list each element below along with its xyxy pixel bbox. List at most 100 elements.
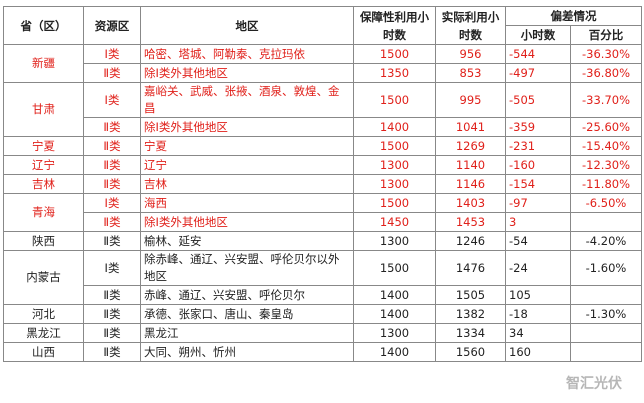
header-cell: 省（区）: [3, 6, 84, 45]
province-cell: 吉林: [3, 174, 84, 194]
province-cell: 河北: [3, 304, 84, 324]
actual-cell: 1146: [435, 174, 506, 194]
table-row: 甘肃 Ⅰ类 嘉峪关、武威、张掖、酒泉、敦煌、金昌 1500 995 -505 -33.70%: [3, 82, 642, 137]
percent-cell: -4.20%: [570, 231, 642, 251]
table-row: 青海 Ⅰ类 海西 1500 1403 -97 -6.50%: [3, 193, 642, 232]
percent-cell: -25.60%: [570, 117, 642, 137]
actual-cell: 1041: [435, 117, 506, 137]
percent-cell: [570, 323, 642, 343]
guaranteed-cell: 1400: [353, 342, 436, 362]
province-cell: 陕西: [3, 231, 84, 251]
header-cell: 偏差情况: [505, 6, 642, 26]
percent-cell: -33.70%: [570, 82, 642, 118]
region-cell: 大同、朔州、忻州: [140, 342, 354, 362]
watermark: 智汇光伏: [566, 376, 622, 392]
actual-cell: 853: [435, 63, 506, 83]
data-table: 省（区） 资源区 地区 保障性利用小时数 实际利用小时数 偏差情况 小时数 百分…: [3, 6, 642, 362]
actual-cell: 1560: [435, 342, 506, 362]
region-cell: 承德、张家口、唐山、秦皇岛: [140, 304, 354, 324]
zone-cell: Ⅰ类: [83, 44, 141, 64]
percent-cell: -12.30%: [570, 155, 642, 175]
region-cell: 除Ⅰ类外其他地区: [140, 63, 354, 83]
actual-cell: 1382: [435, 304, 506, 324]
guaranteed-cell: 1500: [353, 82, 436, 118]
hours-cell: -505: [505, 82, 571, 118]
zone-cell: Ⅱ类: [83, 117, 141, 137]
zone-cell: Ⅰ类: [83, 193, 141, 213]
percent-cell: -1.60%: [570, 250, 642, 286]
zone-cell: Ⅰ类: [83, 250, 141, 286]
province-cell: 宁夏: [3, 136, 84, 156]
guaranteed-cell: 1300: [353, 231, 436, 251]
region-cell: 哈密、塔城、阿勒泰、克拉玛依: [140, 44, 354, 64]
region-cell: 除Ⅰ类外其他地区: [140, 212, 354, 232]
guaranteed-cell: 1400: [353, 285, 436, 305]
actual-cell: 1403: [435, 193, 506, 213]
header-cell: 资源区: [83, 6, 141, 45]
region-cell: 吉林: [140, 174, 354, 194]
hours-cell: -18: [505, 304, 571, 324]
province-cell: 辽宁: [3, 155, 84, 175]
header-cell: 实际利用小时数: [435, 6, 506, 45]
table-row: Ⅱ类 除Ⅰ类外其他地区 1400 1041 -359 -25.60%: [4, 117, 642, 137]
hours-cell: 3: [505, 212, 571, 232]
percent-cell: -15.40%: [570, 136, 642, 156]
actual-cell: 1334: [435, 323, 506, 343]
hours-cell: -231: [505, 136, 571, 156]
region-cell: 榆林、延安: [140, 231, 354, 251]
actual-cell: 1140: [435, 155, 506, 175]
header-cell: 小时数: [505, 25, 571, 45]
hours-cell: -54: [505, 231, 571, 251]
region-cell: 宁夏: [140, 136, 354, 156]
guaranteed-cell: 1300: [353, 174, 436, 194]
actual-cell: 1453: [435, 212, 506, 232]
zone-cell: Ⅱ类: [83, 285, 141, 305]
province-cell: 甘肃: [3, 82, 84, 137]
percent-cell: [570, 285, 642, 305]
guaranteed-cell: 1500: [353, 193, 436, 213]
guaranteed-cell: 1500: [353, 136, 436, 156]
actual-cell: 956: [435, 44, 506, 64]
hours-cell: -154: [505, 174, 571, 194]
table-row: Ⅱ类 除Ⅰ类外其他地区 1450 1453 3: [4, 212, 642, 232]
zone-cell: Ⅱ类: [83, 136, 141, 156]
zone-cell: Ⅱ类: [83, 155, 141, 175]
percent-cell: -1.30%: [570, 304, 642, 324]
region-cell: 黑龙江: [140, 323, 354, 343]
province-cell: 青海: [3, 193, 84, 232]
hours-cell: -544: [505, 44, 571, 64]
guaranteed-cell: 1300: [353, 155, 436, 175]
zone-cell: Ⅱ类: [83, 212, 141, 232]
table-row: 河北 Ⅱ类 承德、张家口、唐山、秦皇岛 1400 1382 -18 -1.30%: [3, 304, 642, 324]
region-cell: 嘉峪关、武威、张掖、酒泉、敦煌、金昌: [140, 82, 354, 118]
table-row: 陕西 Ⅱ类 榆林、延安 1300 1246 -54 -4.20%: [3, 231, 642, 251]
table-row: 新疆 Ⅰ类 哈密、塔城、阿勒泰、克拉玛依 1500 956 -544 -36.30%: [3, 44, 642, 83]
province-cell: 新疆: [3, 44, 84, 83]
hours-cell: -97: [505, 193, 571, 213]
province-cell: 山西: [3, 342, 84, 362]
region-cell: 海西: [140, 193, 354, 213]
region-cell: 除Ⅰ类外其他地区: [140, 117, 354, 137]
guaranteed-cell: 1400: [353, 304, 436, 324]
percent-cell: -6.50%: [570, 193, 642, 213]
zone-cell: Ⅱ类: [83, 231, 141, 251]
hours-cell: 160: [505, 342, 571, 362]
actual-cell: 1505: [435, 285, 506, 305]
guaranteed-cell: 1350: [353, 63, 436, 83]
hours-cell: -160: [505, 155, 571, 175]
zone-cell: Ⅱ类: [83, 323, 141, 343]
percent-cell: -11.80%: [570, 174, 642, 194]
hours-cell: 34: [505, 323, 571, 343]
header-cell: 地区: [140, 6, 354, 45]
zone-cell: Ⅰ类: [83, 82, 141, 118]
percent-cell: -36.30%: [570, 44, 642, 64]
percent-cell: [570, 212, 642, 232]
guaranteed-cell: 1300: [353, 323, 436, 343]
province-cell: 黑龙江: [3, 323, 84, 343]
actual-cell: 1269: [435, 136, 506, 156]
hours-cell: -497: [505, 63, 571, 83]
percent-cell: -36.80%: [570, 63, 642, 83]
zone-cell: Ⅱ类: [83, 342, 141, 362]
zone-cell: Ⅱ类: [83, 63, 141, 83]
